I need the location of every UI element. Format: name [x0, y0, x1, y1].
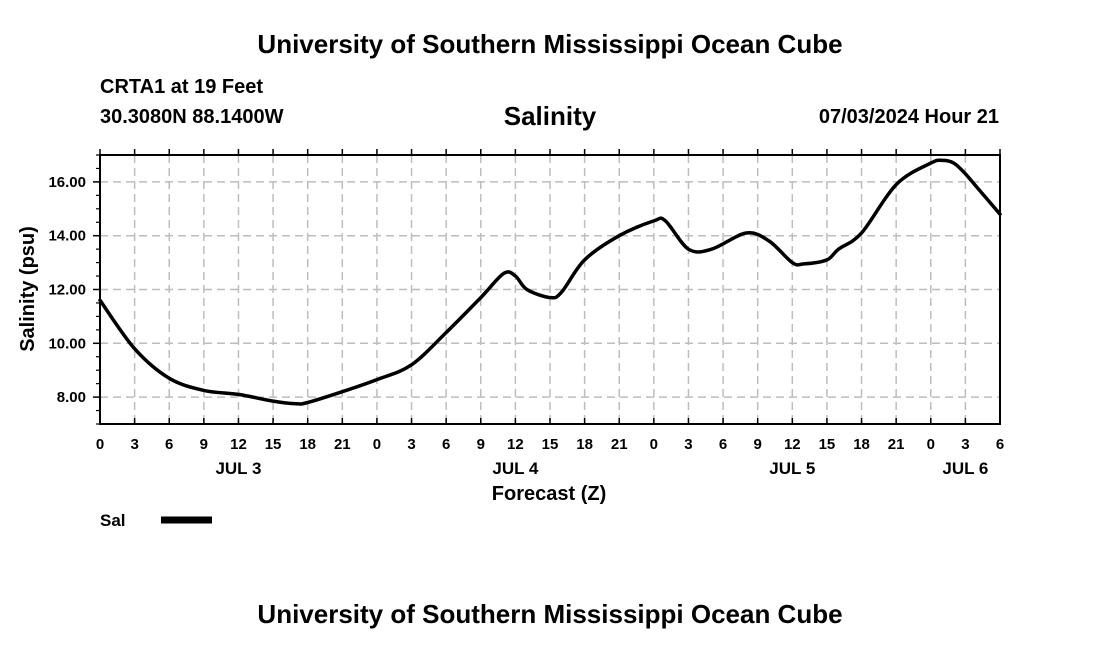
- x-tick-label: 0: [96, 436, 104, 453]
- legend: Sal: [100, 511, 212, 530]
- y-tick-label: 8.00: [57, 389, 86, 406]
- x-tick-label: 6: [165, 436, 173, 453]
- x-tick-label: 18: [299, 436, 316, 453]
- x-tick-label: 3: [130, 436, 138, 453]
- forecast-datetime: 07/03/2024 Hour 21: [818, 106, 999, 128]
- footer-title: University of Southern Mississippi Ocean…: [257, 599, 843, 629]
- x-tick-label: 9: [477, 436, 485, 453]
- x-tick-label: 15: [265, 436, 282, 453]
- x-tick-label: 0: [650, 436, 658, 453]
- x-tick-label: 6: [719, 436, 727, 453]
- x-tick-label: 3: [961, 436, 969, 453]
- coordinates-label: 30.3080N 88.1400W: [100, 106, 284, 128]
- y-tick-label: 16.00: [48, 174, 86, 191]
- station-label: CRTA1 at 19 Feet: [100, 76, 264, 98]
- y-tick-label: 14.00: [48, 228, 86, 245]
- x-tick-label: 12: [230, 436, 247, 453]
- y-tick-label: 10.00: [48, 335, 86, 352]
- x-tick-label: 3: [407, 436, 415, 453]
- x-tick-label: 0: [373, 436, 381, 453]
- x-tick-label: 18: [853, 436, 870, 453]
- x-tick-label: 18: [576, 436, 593, 453]
- legend-label-sal: Sal: [100, 511, 126, 530]
- grid-lines: [100, 155, 1000, 424]
- x-tick-label: 12: [784, 436, 801, 453]
- x-tick-label: 9: [200, 436, 208, 453]
- series-layer: [98, 158, 1002, 406]
- x-tick-label: 6: [442, 436, 450, 453]
- axis-ticks: 0 3 6 9 12 15 18 21 0 3 6 9 12 15 18 21 0 3 6 9 12 15 18 21 0 3 6 8…: [48, 149, 1004, 478]
- x-tick-label: 15: [542, 436, 559, 453]
- x-tick-label: 0: [927, 436, 935, 453]
- x-tick-label: 21: [888, 436, 905, 453]
- x-tick-label: 21: [611, 436, 628, 453]
- x-tick-label: 6: [996, 436, 1004, 453]
- x-tick-label: 9: [754, 436, 762, 453]
- day-label: JUL 4: [492, 459, 539, 478]
- x-tick-label: 3: [684, 436, 692, 453]
- x-tick-label: 21: [334, 436, 351, 453]
- y-tick-label: 12.00: [48, 282, 86, 299]
- page-title: University of Southern Mississippi Ocean…: [257, 29, 843, 59]
- day-label: JUL 5: [769, 459, 815, 478]
- y-axis-label: Salinity (psu): [17, 226, 39, 352]
- chart-title: Salinity: [503, 101, 597, 131]
- series-line-sal: [98, 158, 1002, 406]
- x-tick-label: 12: [507, 436, 524, 453]
- x-tick-label: 15: [819, 436, 836, 453]
- day-label: JUL 6: [942, 459, 988, 478]
- x-axis-label: Forecast (Z): [492, 483, 606, 505]
- day-label: JUL 3: [215, 459, 261, 478]
